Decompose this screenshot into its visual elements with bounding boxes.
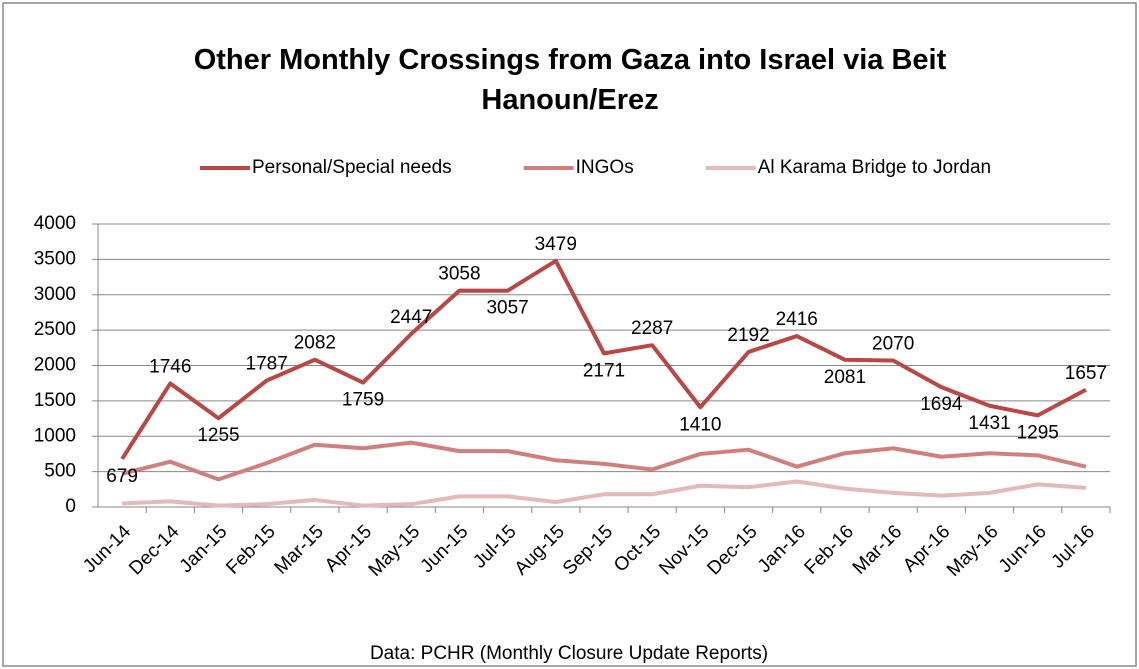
chart-title: Other Monthly Crossings from Gaza into I… <box>193 44 947 116</box>
series-line <box>122 479 1087 508</box>
data-label: 1746 <box>149 356 191 377</box>
legend-label: INGOs <box>576 157 634 178</box>
series-line <box>121 440 1087 482</box>
data-label: 679 <box>106 466 138 487</box>
data-label: 2070 <box>872 334 914 355</box>
data-label: 1694 <box>920 394 963 415</box>
y-tick-label: 2000 <box>34 355 76 376</box>
data-label: 1410 <box>679 414 721 435</box>
data-label: 1759 <box>342 390 384 411</box>
y-tick-label: 2500 <box>34 319 76 340</box>
y-tick-label: 500 <box>44 461 76 482</box>
data-label: 1295 <box>1017 422 1059 443</box>
data-label: 1255 <box>197 425 239 446</box>
data-label: 2171 <box>583 360 625 381</box>
data-label: 3479 <box>535 234 577 255</box>
y-tick-label: 1000 <box>34 425 76 446</box>
data-label: 3057 <box>486 298 528 319</box>
data-label: 2287 <box>631 318 673 339</box>
source-note: Data: PCHR (Monthly Closure Update Repor… <box>370 643 768 664</box>
data-label: 2082 <box>294 333 336 354</box>
y-tick-label: 0 <box>65 496 76 517</box>
y-tick-label: 1500 <box>34 390 76 411</box>
data-label: 1657 <box>1065 363 1107 384</box>
legend-label: Al Karama Bridge to Jordan <box>758 157 991 178</box>
data-label: 1431 <box>968 413 1010 434</box>
data-label: 2416 <box>776 309 818 330</box>
y-tick-label: 4000 <box>34 213 76 234</box>
data-label: 2192 <box>727 325 769 346</box>
y-tick-label: 3500 <box>34 248 76 269</box>
series-line <box>120 258 1087 461</box>
data-label: 1787 <box>246 354 288 375</box>
data-label: 3058 <box>438 264 480 285</box>
data-label: 2447 <box>390 307 432 328</box>
legend-label: Personal/Special needs <box>252 157 452 178</box>
y-tick-label: 3000 <box>34 284 76 305</box>
data-label: 2081 <box>824 367 866 388</box>
